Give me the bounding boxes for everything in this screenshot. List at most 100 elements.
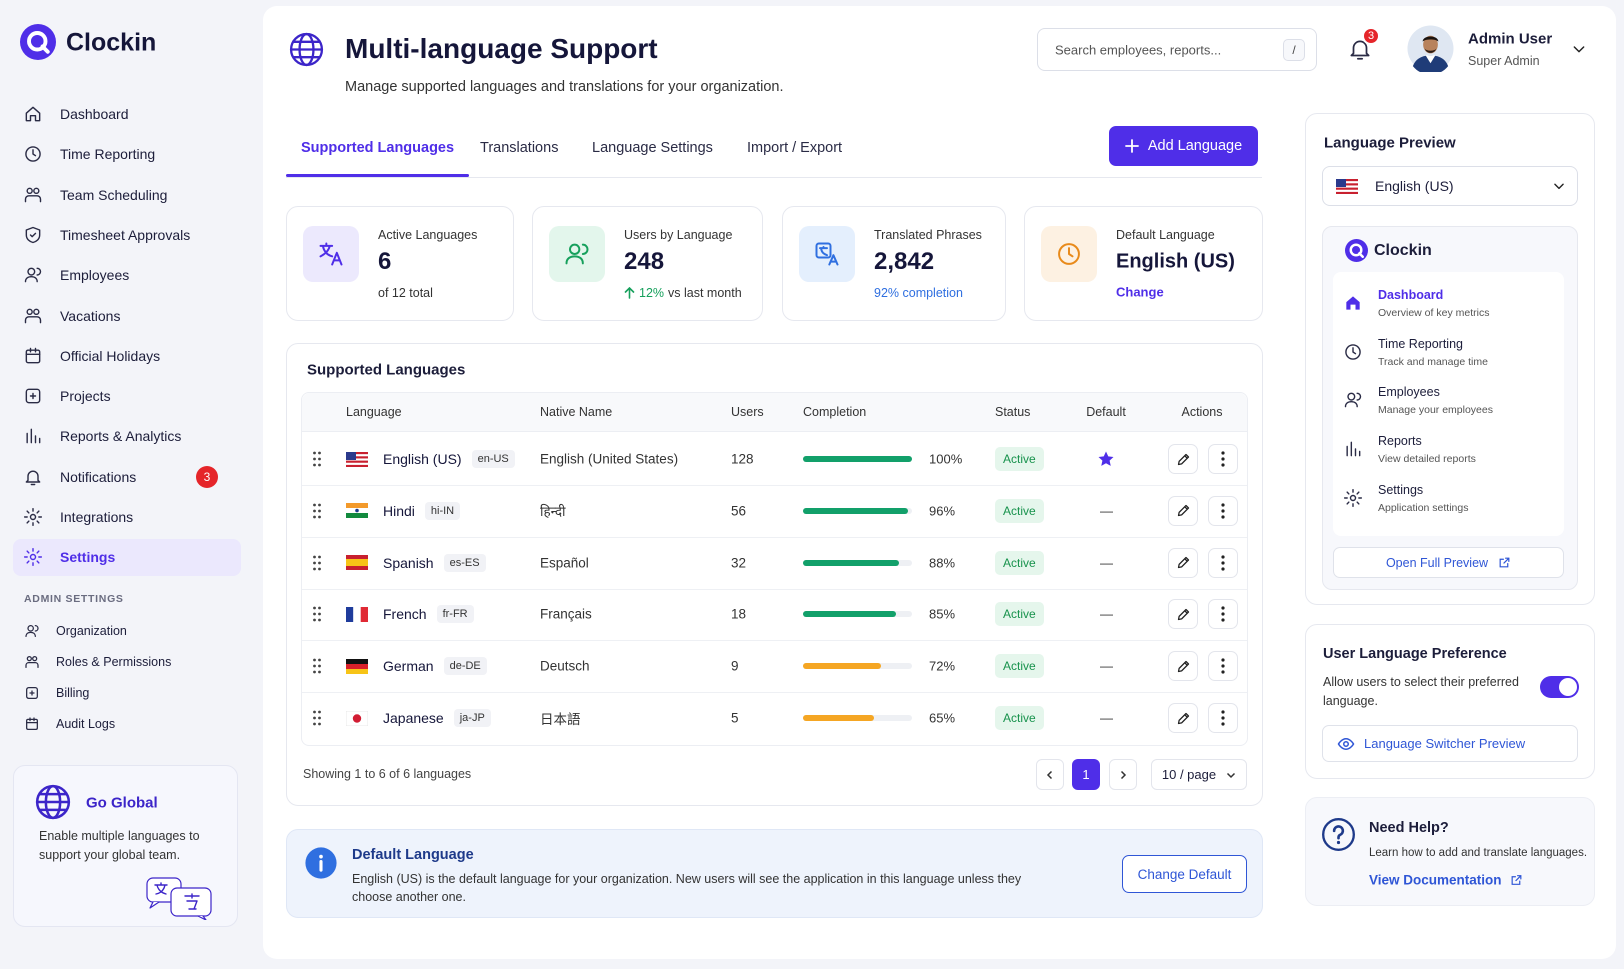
- icon-circle: [318, 463, 321, 467]
- change-default-button[interactable]: Change Default: [1122, 855, 1247, 893]
- icon-svg: [1345, 343, 1361, 360]
- language-select[interactable]: [1322, 166, 1578, 206]
- edit-button[interactable]: [1168, 444, 1198, 474]
- search-box[interactable]: [1037, 28, 1317, 71]
- prev-page[interactable]: [1036, 759, 1064, 790]
- icon-svg: [1177, 660, 1189, 672]
- icon-circle: [1322, 818, 1355, 851]
- more-button[interactable]: [1208, 495, 1238, 526]
- column-header: Completion: [803, 405, 867, 419]
- icon-svg: [1221, 554, 1225, 571]
- page-button[interactable]: 1: [1072, 759, 1100, 790]
- per-page-select[interactable]: 10 / page: [1151, 759, 1247, 790]
- column-header: Actions: [1181, 405, 1223, 419]
- admin-icon: [24, 654, 40, 670]
- icon-circle: [1221, 463, 1225, 467]
- nav-item[interactable]: Projects: [60, 388, 111, 405]
- icon-path: [1343, 488, 1363, 507]
- button-label: Add Language: [1147, 138, 1243, 154]
- native-name: English (United States): [540, 451, 679, 467]
- tab[interactable]: Language Settings: [592, 140, 713, 156]
- users: 9: [731, 658, 739, 674]
- admin-item[interactable]: Billing: [56, 686, 90, 700]
- users: 5: [731, 710, 739, 726]
- progress-fill: [803, 507, 908, 514]
- icon-svg: [1046, 770, 1053, 779]
- drag-handle: [312, 710, 322, 726]
- help-link[interactable]: View Documentation: [1369, 873, 1523, 888]
- status-badge: Active: [995, 706, 1044, 730]
- more-button[interactable]: [1208, 651, 1238, 682]
- edit-button[interactable]: [1168, 495, 1198, 526]
- select-chevron: [1552, 179, 1566, 193]
- preview-item-desc: Application settings: [1378, 501, 1469, 514]
- icon-path: [1422, 36, 1439, 42]
- status-badge: Active: [995, 654, 1044, 679]
- nav-item[interactable]: Integrations: [60, 509, 134, 525]
- nav-item[interactable]: Team Scheduling: [60, 186, 168, 203]
- native-name: Français: [540, 606, 592, 622]
- admin-item[interactable]: Organization: [56, 624, 127, 638]
- native-name: 日本語: [540, 712, 581, 727]
- icon-circle: [318, 606, 321, 610]
- icon-g: [26, 429, 41, 444]
- icon-rect: [346, 668, 368, 674]
- more-button[interactable]: [1208, 599, 1238, 630]
- nav-icon: [23, 386, 43, 406]
- icon-path: [1098, 451, 1114, 466]
- page-title: Multi-language Support: [345, 33, 658, 64]
- preview-item-label: Dashboard: [1378, 288, 1444, 302]
- add-language-button[interactable]: Add Language: [1109, 126, 1258, 166]
- progress-fill: [803, 559, 899, 566]
- admin-title: ADMIN SETTINGS: [24, 593, 124, 605]
- admin-item[interactable]: Roles & Permissions: [56, 655, 172, 669]
- nav-item[interactable]: Time Reporting: [60, 146, 156, 163]
- icon-path: [29, 392, 37, 400]
- nav-item[interactable]: Notifications: [60, 468, 137, 485]
- more-button[interactable]: [1208, 547, 1238, 578]
- edit-button[interactable]: [1168, 547, 1198, 578]
- more-button[interactable]: [1208, 703, 1238, 733]
- icon-path: [29, 232, 37, 238]
- stat-link[interactable]: Change: [1116, 284, 1164, 300]
- edit-button[interactable]: [1168, 651, 1198, 682]
- open-preview-button[interactable]: Open Full Preview: [1333, 547, 1564, 578]
- row-divider: [302, 485, 1247, 486]
- nav-item[interactable]: Reports & Analytics: [60, 428, 182, 445]
- tab[interactable]: Import / Export: [747, 140, 843, 156]
- tab[interactable]: Supported Languages: [301, 140, 455, 156]
- more-button[interactable]: [1208, 444, 1238, 474]
- nav-icon: [23, 426, 43, 446]
- icon-circle: [318, 664, 321, 668]
- language-name: Hindi: [383, 502, 415, 519]
- edit-button[interactable]: [1168, 599, 1198, 630]
- nav-item[interactable]: Settings: [60, 549, 116, 566]
- icon-path: [40, 44, 50, 54]
- arrow-up-icon: [624, 287, 635, 299]
- icon-svg: [25, 347, 41, 364]
- info-banner: [286, 829, 1263, 918]
- icon-circle: [1221, 509, 1225, 513]
- icon-circle: [313, 618, 316, 622]
- icon-circle: [318, 612, 321, 616]
- nav-item[interactable]: Dashboard: [60, 106, 129, 122]
- nav-item[interactable]: Official Holidays: [60, 347, 161, 364]
- icon-circle: [318, 716, 321, 720]
- icon-path: [624, 287, 635, 299]
- admin-item[interactable]: Audit Logs: [56, 717, 116, 731]
- next-page[interactable]: [1109, 759, 1137, 790]
- icon-path: [154, 882, 200, 910]
- icon-svg: [313, 658, 321, 674]
- nav-item[interactable]: Vacations: [60, 307, 121, 324]
- tab[interactable]: Translations: [480, 140, 559, 156]
- icon-svg: [1221, 451, 1225, 467]
- completion-label: 96%: [929, 503, 956, 519]
- edit-button[interactable]: [1168, 703, 1198, 733]
- nav-item[interactable]: Employees: [60, 267, 130, 284]
- preview-logo: [1345, 239, 1368, 262]
- switcher-preview-button[interactable]: Language Switcher Preview: [1322, 725, 1578, 762]
- nav-item[interactable]: Timesheet Approvals: [60, 226, 191, 243]
- icon-svg: [346, 710, 368, 726]
- icon-circle: [20, 24, 56, 60]
- icon-svg: [565, 243, 589, 265]
